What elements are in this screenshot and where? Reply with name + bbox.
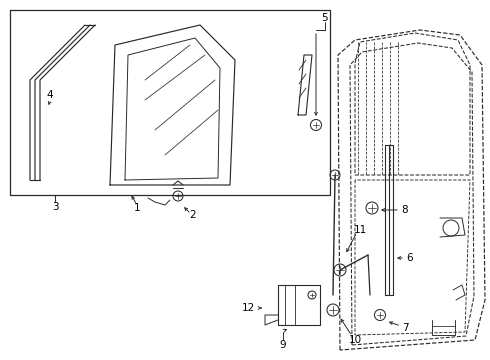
Text: 4: 4 bbox=[47, 90, 53, 100]
Text: 7: 7 bbox=[402, 323, 408, 333]
Text: 6: 6 bbox=[407, 253, 413, 263]
Text: 2: 2 bbox=[190, 210, 196, 220]
Text: 1: 1 bbox=[134, 203, 140, 213]
Text: 8: 8 bbox=[402, 205, 408, 215]
Text: 11: 11 bbox=[353, 225, 367, 235]
Text: 10: 10 bbox=[348, 335, 362, 345]
Text: 9: 9 bbox=[280, 340, 286, 350]
Text: 12: 12 bbox=[242, 303, 255, 313]
Text: 3: 3 bbox=[51, 202, 58, 212]
Text: 5: 5 bbox=[322, 13, 328, 23]
